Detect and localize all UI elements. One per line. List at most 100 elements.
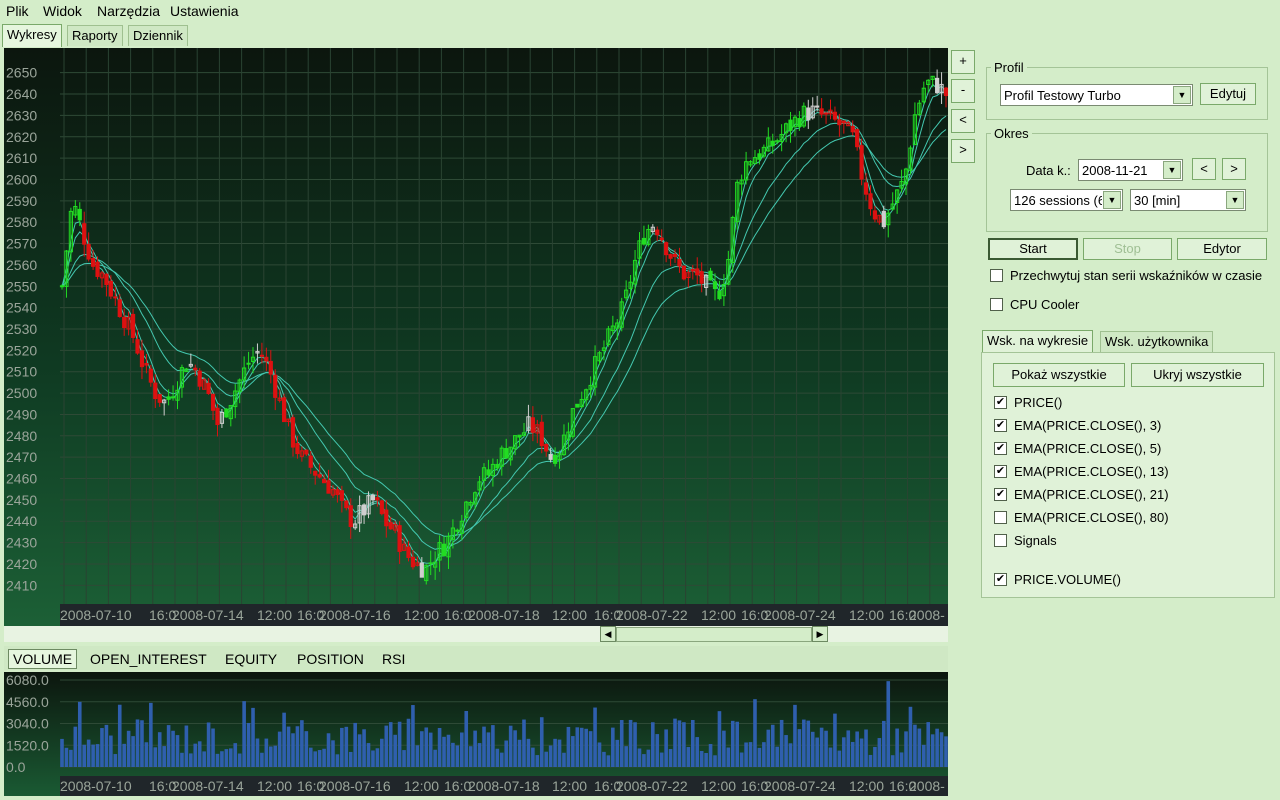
- intercept-checkbox[interactable]: [990, 269, 1003, 282]
- price-tick-label: 2590: [6, 193, 37, 209]
- volume-bar: [437, 727, 442, 767]
- candle-body: [135, 339, 140, 354]
- interval-select[interactable]: 30 [min] ▼: [1130, 189, 1246, 211]
- volume-bar: [682, 722, 686, 767]
- volume-bar: [944, 736, 948, 767]
- date-picker[interactable]: 2008-11-21 ▼: [1078, 159, 1183, 181]
- start-button[interactable]: Start: [988, 238, 1078, 260]
- candle-body: [561, 434, 567, 456]
- scrollbar-thumb[interactable]: [616, 627, 812, 642]
- candle-body: [330, 489, 336, 496]
- candle-body: [597, 352, 602, 362]
- volume-bar: [193, 743, 198, 767]
- time-tick-label: 16:0: [444, 607, 471, 623]
- candle-body: [757, 153, 762, 160]
- volume-bar: [402, 750, 406, 767]
- chevron-down-icon[interactable]: ▼: [1226, 191, 1244, 209]
- editor-button[interactable]: Edytor: [1177, 238, 1267, 260]
- tab-chart-indicators[interactable]: Wsk. na wykresie: [982, 330, 1094, 353]
- volume-bar: [531, 747, 535, 767]
- scroll-left-button[interactable]: <: [951, 109, 975, 133]
- sessions-select[interactable]: 126 sessions (6 ▼: [1010, 189, 1123, 211]
- candle-body: [877, 214, 882, 223]
- volume-bar: [664, 729, 668, 767]
- edit-profile-button[interactable]: Edytuj: [1200, 83, 1256, 105]
- indicator-checkbox[interactable]: ✔: [994, 488, 1007, 501]
- tab-journal[interactable]: Dziennik: [128, 25, 188, 46]
- subtab-position[interactable]: POSITION: [297, 651, 364, 667]
- next-date-button[interactable]: >: [1222, 158, 1246, 180]
- show-all-button[interactable]: Pokaż wszystkie: [993, 363, 1125, 387]
- volume-bar: [424, 727, 429, 767]
- volume-bar: [420, 731, 424, 767]
- price-chart[interactable]: 2650 2640 2630 2620 2610 2600 2590 2580 2570 2560…: [4, 48, 948, 626]
- menu-settings[interactable]: Ustawienia: [170, 3, 239, 19]
- prev-date-button[interactable]: <: [1192, 158, 1216, 180]
- volume-bar: [770, 724, 775, 767]
- profile-select[interactable]: Profil Testowy Turbo ▼: [1000, 84, 1193, 106]
- indicator-checkbox[interactable]: ✔: [994, 419, 1007, 432]
- indicator-checkbox[interactable]: ✔: [994, 396, 1007, 409]
- time-tick-label: 12:00: [257, 607, 292, 623]
- indicator-checkbox[interactable]: ✔: [994, 573, 1007, 586]
- menu-file[interactable]: Plik: [6, 3, 29, 19]
- candle-body: [237, 379, 242, 393]
- indicator-checkbox[interactable]: ✔: [994, 442, 1007, 455]
- tab-user-indicators[interactable]: Wsk. użytkownika: [1100, 331, 1214, 352]
- candle-body: [881, 210, 886, 228]
- candle-body: [153, 382, 158, 400]
- volume-bar: [633, 722, 637, 767]
- candle-body: [628, 281, 633, 289]
- chevron-down-icon[interactable]: ▼: [1173, 86, 1191, 104]
- volume-bar: [517, 739, 522, 767]
- scroll-right-button[interactable]: >: [951, 139, 975, 163]
- hide-all-button[interactable]: Ukryj wszystkie: [1131, 363, 1264, 387]
- candle-body: [326, 480, 331, 494]
- candle-body: [424, 564, 429, 582]
- indicator-panel: Pokaż wszystkie Ukryj wszystkie ✔ PRICE()…: [981, 352, 1275, 598]
- volume-bar: [819, 727, 824, 767]
- volume-bar: [930, 734, 935, 767]
- indicator-checkbox[interactable]: [994, 534, 1007, 547]
- candle-body: [250, 356, 256, 362]
- tab-charts[interactable]: Wykresy: [2, 24, 62, 47]
- time-tick-label: 12:00: [701, 607, 736, 623]
- price-tick-label: 2640: [6, 86, 37, 102]
- zoom-in-button[interactable]: +: [951, 50, 975, 74]
- volume-bar: [793, 704, 797, 767]
- ema-line: [61, 115, 947, 550]
- volume-bar: [371, 750, 375, 767]
- subtab-rsi[interactable]: RSI: [382, 651, 406, 667]
- scroll-left-arrow-icon[interactable]: ◀: [600, 626, 616, 642]
- indicator-checkbox[interactable]: [994, 511, 1007, 524]
- candle-body: [86, 244, 91, 260]
- indicator-checkbox[interactable]: ✔: [994, 465, 1007, 478]
- chevron-down-icon[interactable]: ▼: [1163, 161, 1181, 179]
- candle-body: [344, 500, 349, 509]
- volume-bar: [415, 745, 420, 767]
- subtab-open-interest[interactable]: OPEN_INTEREST: [90, 651, 207, 667]
- chart-scrollbar[interactable]: ◀ ▶: [4, 626, 948, 642]
- candle-body: [139, 350, 145, 368]
- subtab-equity[interactable]: EQUITY: [225, 651, 278, 667]
- stop-button[interactable]: Stop: [1083, 238, 1172, 260]
- candle-body: [579, 398, 584, 408]
- volume-bar: [157, 732, 162, 767]
- candle-body: [335, 489, 340, 496]
- cpu-cooler-checkbox[interactable]: [990, 298, 1003, 311]
- tab-reports[interactable]: Raporty: [67, 25, 123, 46]
- candle-body: [739, 179, 744, 185]
- subtab-volume[interactable]: VOLUME: [8, 649, 78, 669]
- indicator-label: EMA(PRICE.CLOSE(), 13): [1014, 464, 1169, 479]
- menu-tools[interactable]: Narzędzia: [97, 3, 161, 19]
- candle-body: [624, 289, 629, 299]
- chevron-down-icon[interactable]: ▼: [1103, 191, 1121, 209]
- volume-time-tick-label: 2008-: [909, 778, 945, 794]
- price-tick-label: 2610: [6, 150, 37, 166]
- menu-view[interactable]: Widok: [43, 3, 82, 19]
- volume-chart[interactable]: 6080.0 4560.0 3040.0 1520.0 0.0 2008-07-10 16…: [4, 672, 948, 796]
- scroll-right-arrow-icon[interactable]: ▶: [812, 626, 828, 642]
- volume-time-tick-label: 12:00: [404, 778, 439, 794]
- candle-body: [566, 431, 571, 440]
- zoom-out-button[interactable]: -: [951, 79, 975, 103]
